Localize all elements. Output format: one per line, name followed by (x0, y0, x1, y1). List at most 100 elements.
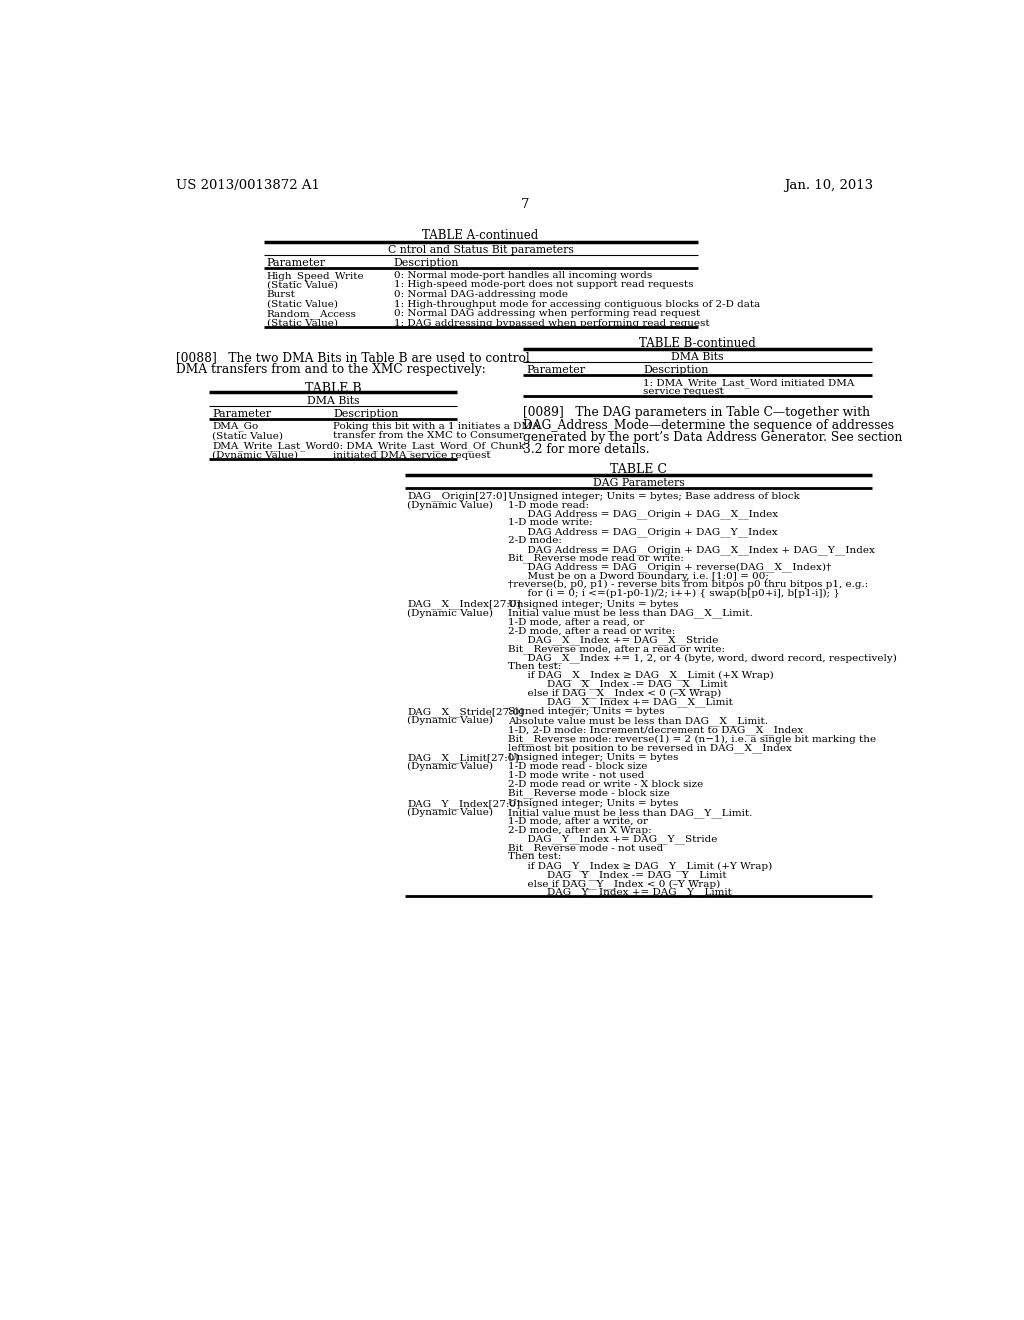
Text: DAG__X__Index += 1, 2, or 4 (byte, word, dword record, respectively): DAG__X__Index += 1, 2, or 4 (byte, word,… (508, 653, 897, 663)
Text: else if DAG__Y__Index < 0 (–Y Wrap): else if DAG__Y__Index < 0 (–Y Wrap) (508, 879, 720, 888)
Text: High_Speed_Write: High_Speed_Write (266, 271, 365, 281)
Text: Unsigned integer; Units = bytes; Base address of block: Unsigned integer; Units = bytes; Base ad… (508, 492, 800, 500)
Text: C ntrol and Status Bit parameters: C ntrol and Status Bit parameters (388, 244, 573, 255)
Text: Parameter: Parameter (266, 257, 326, 268)
Text: DAG_Address_Mode—determine the sequence of addresses: DAG_Address_Mode—determine the sequence … (523, 418, 894, 432)
Text: (Static Value): (Static Value) (266, 300, 338, 309)
Text: Description: Description (643, 364, 709, 375)
Text: 1-D mode write:: 1-D mode write: (508, 519, 592, 528)
Text: DMA Bits: DMA Bits (307, 396, 359, 405)
Text: Unsigned integer; Units = bytes: Unsigned integer; Units = bytes (508, 799, 678, 808)
Text: for (i = 0; i <=(p1-p0-1)/2; i++) { swap(b[p0+i], b[p1-i]); }: for (i = 0; i <=(p1-p0-1)/2; i++) { swap… (508, 589, 840, 598)
Text: DMA_Go: DMA_Go (212, 422, 259, 432)
Text: (Static Value): (Static Value) (266, 319, 338, 327)
Text: 1-D mode read - block size: 1-D mode read - block size (508, 762, 647, 771)
Text: Description: Description (394, 257, 460, 268)
Text: (Dynamic Value): (Dynamic Value) (407, 609, 493, 618)
Text: Jan. 10, 2013: Jan. 10, 2013 (784, 180, 873, 193)
Text: Bit__Reverse mode - block size: Bit__Reverse mode - block size (508, 788, 670, 799)
Text: DAG__Y__Index -= DAG__Y__Limit: DAG__Y__Index -= DAG__Y__Limit (508, 870, 726, 879)
Text: DAG__X__Index[27:0]: DAG__X__Index[27:0] (407, 599, 520, 610)
Text: DAG__X__Stride[27:0]: DAG__X__Stride[27:0] (407, 708, 523, 717)
Text: (Dynamic Value): (Dynamic Value) (407, 500, 493, 510)
Text: TABLE B: TABLE B (305, 381, 361, 395)
Text: Bit__Reverse mode: reverse(1) = 2 (n−1), i.e. a single bit marking the: Bit__Reverse mode: reverse(1) = 2 (n−1),… (508, 734, 876, 743)
Text: Initial value must be less than DAG__Y__Limit.: Initial value must be less than DAG__Y__… (508, 808, 752, 817)
Text: Signed integer; Units = bytes: Signed integer; Units = bytes (508, 708, 665, 717)
Text: Absolute value must be less than DAG__X__Limit.: Absolute value must be less than DAG__X_… (508, 717, 768, 726)
Text: 2-D mode, after an X Wrap:: 2-D mode, after an X Wrap: (508, 825, 651, 834)
Text: 2-D mode:: 2-D mode: (508, 536, 561, 545)
Text: DAG Parameters: DAG Parameters (593, 478, 685, 488)
Text: DAG Address = DAG__Origin + DAG__X__Index + DAG__Y__Index: DAG Address = DAG__Origin + DAG__X__Inde… (508, 545, 874, 554)
Text: 1: DAG addressing bypassed when performing read request: 1: DAG addressing bypassed when performi… (394, 319, 710, 327)
Text: (Dynamic Value): (Dynamic Value) (212, 450, 298, 459)
Text: 1-D mode, after a read, or: 1-D mode, after a read, or (508, 618, 644, 626)
Text: DAG Address = DAG__Origin + DAG__Y__Index: DAG Address = DAG__Origin + DAG__Y__Inde… (508, 527, 777, 537)
Text: DAG__Y__Index += DAG__Y__Stride: DAG__Y__Index += DAG__Y__Stride (508, 834, 717, 845)
Text: 2-D mode, after a read or write:: 2-D mode, after a read or write: (508, 626, 675, 635)
Text: Unsigned integer; Units = bytes: Unsigned integer; Units = bytes (508, 599, 678, 609)
Text: 1-D, 2-D mode: Increment/decrement to DAG__X__Index: 1-D, 2-D mode: Increment/decrement to DA… (508, 725, 803, 735)
Text: 0: Normal DAG-addressing mode: 0: Normal DAG-addressing mode (394, 290, 568, 300)
Text: Parameter: Parameter (212, 409, 271, 418)
Text: 1: DMA_Write_Last_Word initiated DMA: 1: DMA_Write_Last_Word initiated DMA (643, 378, 855, 388)
Text: transfer from the XMC to Consumer: transfer from the XMC to Consumer (334, 432, 524, 441)
Text: DAG__X__Index -= DAG__X__Limit: DAG__X__Index -= DAG__X__Limit (508, 680, 727, 689)
Text: (Static Value): (Static Value) (212, 432, 284, 441)
Text: 1: High-speed mode-port does not support read requests: 1: High-speed mode-port does not support… (394, 280, 693, 289)
Text: leftmost bit position to be reversed in DAG__X__Index: leftmost bit position to be reversed in … (508, 743, 792, 752)
Text: DAG__X__Index += DAG__X__Stride: DAG__X__Index += DAG__X__Stride (508, 635, 718, 644)
Text: Must be on a Dword boundary, i.e. [1:0] = 00;: Must be on a Dword boundary, i.e. [1:0] … (508, 572, 769, 581)
Text: Bit__Reverse mode, after a read or write:: Bit__Reverse mode, after a read or write… (508, 644, 725, 653)
Text: else if DAG__X__Index < 0 (–X Wrap): else if DAG__X__Index < 0 (–X Wrap) (508, 688, 721, 698)
Text: Then test:: Then test: (508, 661, 561, 671)
Text: DAG__Origin[27:0]: DAG__Origin[27:0] (407, 492, 507, 502)
Text: DAG Address = DAG__Origin + reverse(DAG__X__Index)†: DAG Address = DAG__Origin + reverse(DAG_… (508, 562, 831, 573)
Text: (Dynamic Value): (Dynamic Value) (407, 717, 493, 726)
Text: Poking this bit with a 1 initiates a DMA: Poking this bit with a 1 initiates a DMA (334, 422, 540, 430)
Text: TABLE B-continued: TABLE B-continued (639, 337, 756, 350)
Text: DAG__Y__Index[27:0]: DAG__Y__Index[27:0] (407, 799, 520, 809)
Text: US 2013/0013872 A1: US 2013/0013872 A1 (176, 180, 319, 193)
Text: Unsigned integer; Units = bytes: Unsigned integer; Units = bytes (508, 754, 678, 762)
Text: 1-D mode, after a write, or: 1-D mode, after a write, or (508, 817, 648, 826)
Text: †reverse(b, p0, p1) - reverse bits from bitpos p0 thru bitpos p1, e.g.:: †reverse(b, p0, p1) - reverse bits from … (508, 581, 868, 590)
Text: 1-D mode write - not used: 1-D mode write - not used (508, 771, 644, 780)
Text: DMA transfers from and to the XMC respectively:: DMA transfers from and to the XMC respec… (176, 363, 485, 376)
Text: 1: High-throughput mode for accessing contiguous blocks of 2-D data: 1: High-throughput mode for accessing co… (394, 300, 760, 309)
Text: 0: DMA_Write_Last_Word_Of_Chunk: 0: DMA_Write_Last_Word_Of_Chunk (334, 441, 525, 450)
Text: [0089]   The DAG parameters in Table C—together with: [0089] The DAG parameters in Table C—tog… (523, 407, 870, 420)
Text: Description: Description (334, 409, 399, 418)
Text: DAG__Y__Index += DAG__Y__Limit: DAG__Y__Index += DAG__Y__Limit (508, 887, 731, 898)
Text: DMA Bits: DMA Bits (672, 351, 724, 362)
Text: DAG Address = DAG__Origin + DAG__X__Index: DAG Address = DAG__Origin + DAG__X__Inde… (508, 510, 778, 519)
Text: initiated DMA service request: initiated DMA service request (334, 450, 490, 459)
Text: Initial value must be less than DAG__X__Limit.: Initial value must be less than DAG__X__… (508, 609, 753, 618)
Text: 2-D mode read or write - X block size: 2-D mode read or write - X block size (508, 780, 703, 789)
Text: (Dynamic Value): (Dynamic Value) (407, 808, 493, 817)
Text: if DAG__X__Index ≥ DAG__X__Limit (+X Wrap): if DAG__X__Index ≥ DAG__X__Limit (+X Wra… (508, 671, 773, 680)
Text: generated by the port’s Data Address Generator. See section: generated by the port’s Data Address Gen… (523, 430, 902, 444)
Text: 7: 7 (520, 198, 529, 211)
Text: DAG__X__Limit[27:0]: DAG__X__Limit[27:0] (407, 754, 518, 763)
Text: TABLE A-continued: TABLE A-continued (423, 230, 539, 243)
Text: 1-D mode read:: 1-D mode read: (508, 500, 589, 510)
Text: 3.2 for more details.: 3.2 for more details. (523, 444, 650, 457)
Text: Bit__Reverse mode - not used: Bit__Reverse mode - not used (508, 843, 663, 853)
Text: DAG__X__Index += DAG__X__Limit: DAG__X__Index += DAG__X__Limit (508, 697, 732, 706)
Text: (Static Value): (Static Value) (266, 280, 338, 289)
Text: if DAG__Y__Index ≥ DAG__Y__Limit (+Y Wrap): if DAG__Y__Index ≥ DAG__Y__Limit (+Y Wra… (508, 861, 772, 871)
Text: TABLE C: TABLE C (610, 463, 668, 477)
Text: DMA_Write_Last_Word: DMA_Write_Last_Word (212, 441, 334, 450)
Text: Random__Access: Random__Access (266, 309, 356, 319)
Text: Bit__Reverse mode read or write:: Bit__Reverse mode read or write: (508, 554, 684, 564)
Text: service request: service request (643, 388, 724, 396)
Text: Burst: Burst (266, 290, 296, 300)
Text: [0088]   The two DMA Bits in Table B are used to control: [0088] The two DMA Bits in Table B are u… (176, 351, 529, 364)
Text: Parameter: Parameter (526, 364, 586, 375)
Text: 0: Normal mode-port handles all incoming words: 0: Normal mode-port handles all incoming… (394, 271, 652, 280)
Text: Then test:: Then test: (508, 853, 561, 861)
Text: (Dynamic Value): (Dynamic Value) (407, 762, 493, 771)
Text: 0: Normal DAG addressing when performing read request: 0: Normal DAG addressing when performing… (394, 309, 700, 318)
